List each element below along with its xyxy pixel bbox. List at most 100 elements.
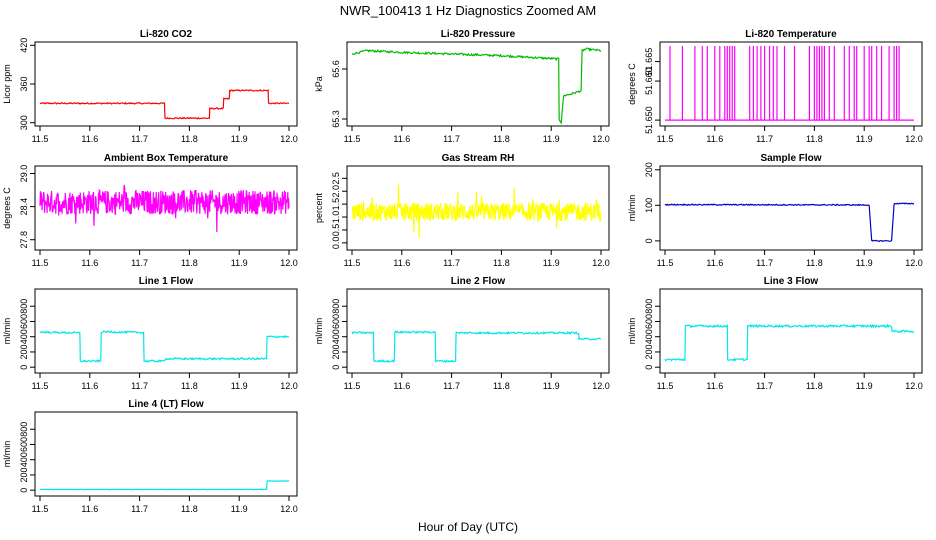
- panel-5: Gas Stream RH 11.5 11.6 11.7 11.8 11.9 12.0 0.0…: [314, 153, 610, 268]
- x-tick-label: 11.8: [493, 134, 510, 144]
- x-tick-label: 12.0: [905, 258, 923, 268]
- panel-title: Line 1 Flow: [139, 276, 194, 287]
- x-tick-label: 11.6: [81, 504, 98, 514]
- y-tick-label: 400: [644, 329, 654, 344]
- plot-box: [34, 41, 298, 127]
- panel-7: Line 1 Flow 11.5 11.6 11.7 11.8 11.9 12.0 0 2004…: [2, 276, 298, 391]
- y-tick-label: 800: [19, 422, 29, 437]
- series-line: [351, 184, 602, 239]
- figure-title: NWR_100413 1 Hz Diagnostics Zoomed AM: [340, 3, 597, 18]
- panel-grid: Li-820 CO2 11.5 11.6 11.7 11.8 11.9 12.0 300 360…: [2, 29, 923, 514]
- x-tick-label: 11.5: [657, 258, 674, 268]
- panel-title: Line 3 Flow: [764, 276, 819, 287]
- y-tick-label: 200: [644, 344, 654, 359]
- y-axis-label: ml/min: [627, 318, 637, 345]
- y-tick-label: 0: [644, 238, 654, 243]
- x-tick-label: 11.9: [856, 381, 873, 391]
- panel-title: Li-820 CO2: [140, 29, 193, 40]
- x-axis: 11.5 11.6 11.7 11.8 11.9 12.0: [344, 126, 610, 144]
- panel-title: Li-820 Pressure: [441, 29, 516, 40]
- y-tick-label: 1.0: [331, 211, 341, 224]
- y-tick-label: 0: [331, 365, 341, 370]
- y-tick-label: 0.5: [331, 224, 341, 237]
- x-tick-label: 12.0: [280, 381, 298, 391]
- panel-1: Li-820 CO2 11.5 11.6 11.7 11.8 11.9 12.0 300 360…: [2, 29, 298, 144]
- x-axis: 11.5 11.6 11.7 11.8 11.9 12.0: [32, 126, 298, 144]
- y-axis-label: degrees C: [2, 187, 12, 229]
- x-axis: 11.5 11.6 11.7 11.8 11.9 12.0: [344, 373, 610, 391]
- y-axis: 0.00.51.01.52.02.5: [331, 172, 347, 249]
- y-axis-label: ml/min: [2, 318, 12, 345]
- y-tick-label: 27.8: [19, 231, 29, 249]
- y-tick-label: 100: [644, 198, 654, 213]
- x-tick-label: 11.5: [657, 134, 674, 144]
- x-tick-label: 11.9: [543, 381, 560, 391]
- x-tick-label: 11.6: [706, 258, 723, 268]
- plot-box: [346, 165, 610, 251]
- x-tick-label: 12.0: [592, 381, 610, 391]
- y-tick-label: 300: [19, 115, 29, 130]
- x-tick-label: 11.9: [231, 504, 248, 514]
- panel-2: Li-820 Pressure 11.5 11.6 11.7 11.8 11.9 12.0 6…: [314, 29, 610, 144]
- x-tick-label: 11.8: [806, 258, 823, 268]
- y-tick-label: 600: [19, 314, 29, 329]
- plot-box: [34, 165, 298, 251]
- y-axis-label: ml/min: [2, 441, 12, 468]
- x-tick-label: 11.7: [756, 134, 773, 144]
- x-tick-label: 12.0: [280, 258, 298, 268]
- x-tick-label: 11.6: [81, 258, 98, 268]
- x-axis: 11.5 11.6 11.7 11.8 11.9 12.0: [657, 126, 923, 144]
- series-line: [664, 202, 915, 243]
- x-tick-label: 11.9: [231, 381, 248, 391]
- x-tick-label: 11.6: [393, 381, 410, 391]
- x-tick-label: 12.0: [280, 134, 298, 144]
- x-tick-label: 11.7: [131, 504, 148, 514]
- y-tick-label: 200: [331, 344, 341, 359]
- y-tick-label: 0.0: [331, 237, 341, 250]
- x-tick-label: 11.9: [856, 258, 873, 268]
- x-tick-label: 11.6: [393, 258, 410, 268]
- x-tick-label: 11.8: [181, 134, 198, 144]
- x-tick-label: 11.5: [657, 381, 674, 391]
- x-tick-label: 11.8: [493, 258, 510, 268]
- plot-box: [34, 288, 298, 374]
- series-line: [39, 330, 290, 364]
- series-line: [351, 330, 602, 364]
- x-tick-label: 11.6: [393, 134, 410, 144]
- panel-4: Ambient Box Temperature 11.5 11.6 11.7 11.8 1…: [2, 153, 298, 268]
- series-line: [351, 47, 602, 125]
- y-tick-label: 2.0: [331, 185, 341, 198]
- y-tick-label: 51.660: [644, 67, 654, 95]
- x-tick-label: 11.6: [706, 134, 723, 144]
- y-tick-label: 200: [644, 162, 654, 177]
- panel-title: Sample Flow: [760, 153, 821, 164]
- x-tick-label: 12.0: [280, 504, 298, 514]
- x-tick-label: 11.7: [131, 258, 148, 268]
- plot-box: [659, 165, 923, 251]
- panel-9: Line 3 Flow 11.5 11.6 11.7 11.8 11.9 12.0 0 2004…: [627, 276, 923, 391]
- y-tick-label: 28.4: [19, 198, 29, 216]
- series-line: [665, 46, 914, 121]
- y-tick-label: 600: [19, 437, 29, 452]
- panel-title: Ambient Box Temperature: [104, 153, 229, 164]
- x-tick-label: 12.0: [905, 381, 923, 391]
- y-tick-label: 29.0: [19, 165, 29, 183]
- y-tick-label: 0: [644, 365, 654, 370]
- plot-box: [346, 288, 610, 374]
- x-tick-label: 11.8: [181, 258, 198, 268]
- plot-box: [659, 41, 923, 127]
- x-tick-label: 11.5: [32, 134, 49, 144]
- x-tick-label: 11.5: [344, 134, 361, 144]
- x-tick-label: 11.5: [32, 504, 49, 514]
- y-tick-label: 600: [331, 314, 341, 329]
- x-axis-label: Hour of Day (UTC): [418, 520, 518, 534]
- x-tick-label: 11.9: [231, 258, 248, 268]
- x-tick-label: 12.0: [592, 134, 610, 144]
- y-axis-label: kPa: [314, 76, 324, 92]
- plot-box: [659, 288, 923, 374]
- series-line: [40, 480, 290, 491]
- x-tick-label: 11.5: [32, 258, 49, 268]
